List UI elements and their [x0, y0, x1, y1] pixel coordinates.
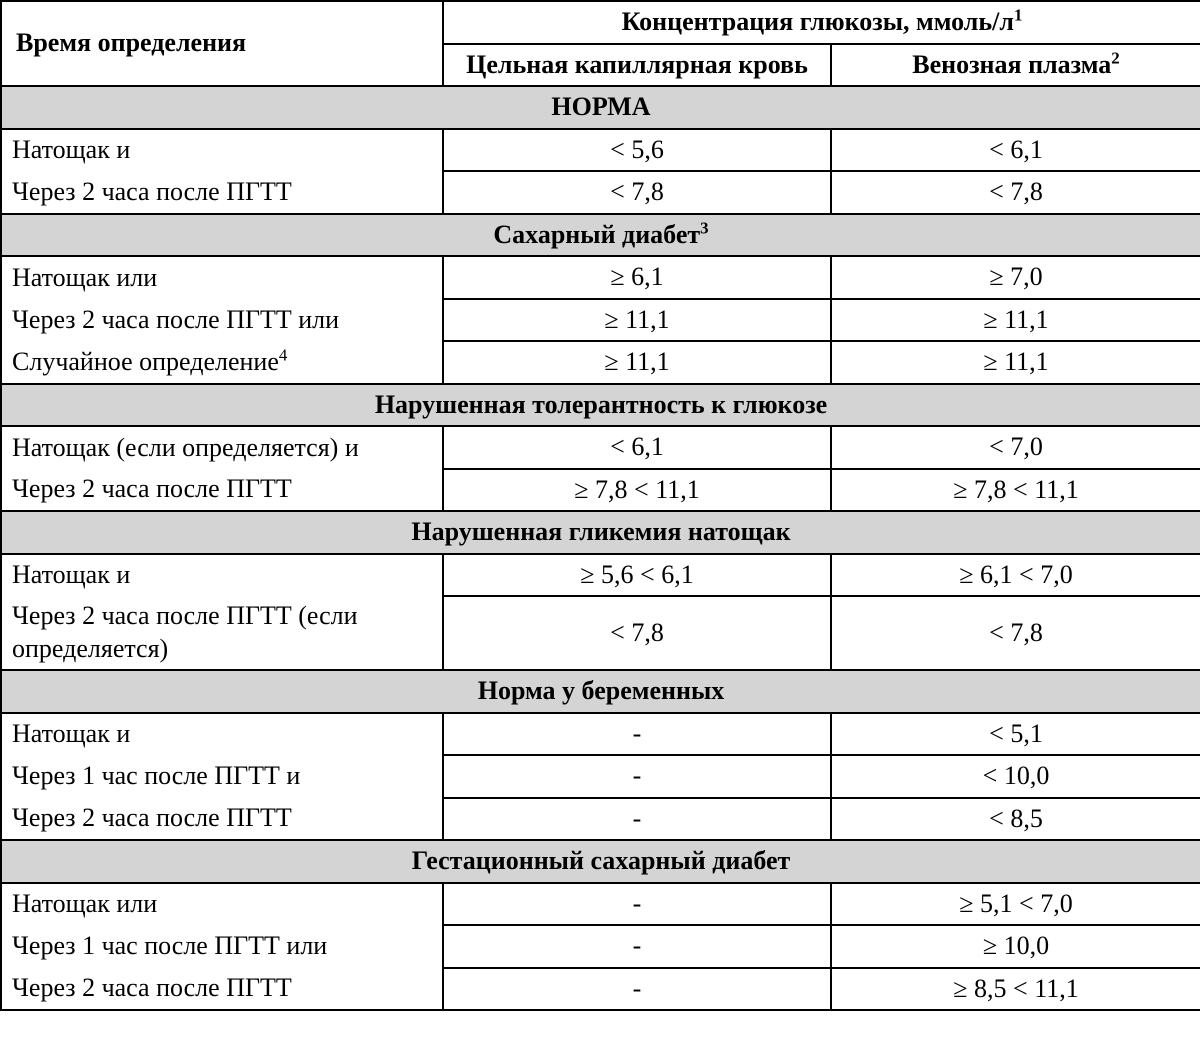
- row-label: Натощак и: [1, 713, 443, 756]
- cell-venous: < 7,8: [831, 596, 1200, 670]
- table-row: Натощак или≥ 6,1≥ 7,0: [1, 256, 1200, 299]
- row-label: Через 2 часа после ПГТТ: [1, 469, 443, 512]
- table-row: Через 2 часа после ПГТТ< 7,8< 7,8: [1, 171, 1200, 214]
- header-venous-text: Венозная плазма: [912, 50, 1111, 79]
- cell-venous: < 7,8: [831, 171, 1200, 214]
- cell-venous: ≥ 5,1 < 7,0: [831, 883, 1200, 926]
- table-row: Через 2 часа после ПГТТ (если определяет…: [1, 596, 1200, 670]
- cell-capillary: ≥ 5,6 < 6,1: [443, 554, 831, 597]
- section-title-sup: 3: [700, 218, 708, 237]
- row-label: Через 2 часа после ПГТТ: [1, 968, 443, 1011]
- cell-capillary: < 7,8: [443, 171, 831, 214]
- section-title: Нарушенная толерантность к глюкозе: [1, 384, 1200, 427]
- row-label-sup: 4: [279, 345, 287, 364]
- table-row: Натощак (если определяется) и< 6,1< 7,0: [1, 426, 1200, 469]
- cell-capillary: -: [443, 755, 831, 798]
- cell-capillary: ≥ 11,1: [443, 299, 831, 342]
- table-row: Через 2 часа после ПГТТ-< 8,5: [1, 798, 1200, 841]
- table-row: Натощак и< 5,6< 6,1: [1, 129, 1200, 172]
- section-title: Сахарный диабет3: [1, 214, 1200, 257]
- row-label: Через 2 часа после ПГТТ (если определяет…: [1, 596, 443, 670]
- cell-capillary: ≥ 6,1: [443, 256, 831, 299]
- header-capillary-text: Цельная капиллярная кровь: [466, 50, 808, 79]
- cell-capillary: ≥ 7,8 < 11,1: [443, 469, 831, 512]
- row-label: Натощак (если определяется) и: [1, 426, 443, 469]
- row-label: Натощак и: [1, 129, 443, 172]
- row-label: Через 1 час после ПГТТ или: [1, 925, 443, 968]
- cell-capillary: -: [443, 968, 831, 1011]
- cell-venous: ≥ 11,1: [831, 341, 1200, 384]
- table-row: Натощак и≥ 5,6 < 6,1≥ 6,1 < 7,0: [1, 554, 1200, 597]
- section-header-row: Сахарный диабет3: [1, 214, 1200, 257]
- cell-venous: < 6,1: [831, 129, 1200, 172]
- table-row: Через 2 часа после ПГТТ≥ 7,8 < 11,1≥ 7,8…: [1, 469, 1200, 512]
- row-label: Случайное определение4: [1, 341, 443, 384]
- section-header-row: Норма у беременных: [1, 670, 1200, 713]
- table-row: Через 2 часа после ПГТТ или≥ 11,1≥ 11,1: [1, 299, 1200, 342]
- row-label: Натощак или: [1, 256, 443, 299]
- section-header-row: Нарушенная гликемия натощак: [1, 511, 1200, 554]
- table-row: Случайное определение4≥ 11,1≥ 11,1: [1, 341, 1200, 384]
- table-body: НОРМАНатощак и< 5,6< 6,1Через 2 часа пос…: [1, 86, 1200, 1010]
- cell-capillary: < 5,6: [443, 129, 831, 172]
- cell-capillary: -: [443, 883, 831, 926]
- row-label: Натощак или: [1, 883, 443, 926]
- header-capillary: Цельная капиллярная кровь: [443, 44, 831, 87]
- section-header-row: Гестационный сахарный диабет: [1, 840, 1200, 883]
- section-header-row: Нарушенная толерантность к глюкозе: [1, 384, 1200, 427]
- row-label: Через 2 часа после ПГТТ: [1, 171, 443, 214]
- cell-capillary: -: [443, 713, 831, 756]
- cell-venous: ≥ 7,0: [831, 256, 1200, 299]
- row-label: Через 1 час после ПГТТ и: [1, 755, 443, 798]
- header-time-text: Время определения: [16, 28, 246, 57]
- section-title: Гестационный сахарный диабет: [1, 840, 1200, 883]
- cell-venous: ≥ 6,1 < 7,0: [831, 554, 1200, 597]
- header-venous-sup: 2: [1111, 48, 1119, 67]
- cell-venous: < 8,5: [831, 798, 1200, 841]
- cell-capillary: < 7,8: [443, 596, 831, 670]
- header-conc: Концентрация глюкозы, ммоль/л1: [443, 1, 1200, 44]
- table-row: Через 1 час после ПГТТ и-< 10,0: [1, 755, 1200, 798]
- row-label: Через 2 часа после ПГТТ или: [1, 299, 443, 342]
- cell-venous: ≥ 11,1: [831, 299, 1200, 342]
- cell-venous: ≥ 7,8 < 11,1: [831, 469, 1200, 512]
- cell-venous: < 5,1: [831, 713, 1200, 756]
- cell-venous: ≥ 10,0: [831, 925, 1200, 968]
- cell-capillary: ≥ 11,1: [443, 341, 831, 384]
- section-title: Нарушенная гликемия натощак: [1, 511, 1200, 554]
- glucose-criteria-table: Время определения Концентрация глюкозы, …: [0, 0, 1200, 1011]
- cell-venous: ≥ 8,5 < 11,1: [831, 968, 1200, 1011]
- cell-venous: < 10,0: [831, 755, 1200, 798]
- header-conc-text: Концентрация глюкозы, ммоль/л: [622, 7, 1014, 36]
- cell-capillary: -: [443, 925, 831, 968]
- cell-capillary: < 6,1: [443, 426, 831, 469]
- section-header-row: НОРМА: [1, 86, 1200, 129]
- table-row: Через 2 часа после ПГТТ-≥ 8,5 < 11,1: [1, 968, 1200, 1011]
- section-title: Норма у беременных: [1, 670, 1200, 713]
- header-conc-sup: 1: [1014, 5, 1022, 24]
- header-venous: Венозная плазма2: [831, 44, 1200, 87]
- table-header-row-1: Время определения Концентрация глюкозы, …: [1, 1, 1200, 44]
- cell-venous: < 7,0: [831, 426, 1200, 469]
- table-row: Натощак и-< 5,1: [1, 713, 1200, 756]
- section-title: НОРМА: [1, 86, 1200, 129]
- cell-capillary: -: [443, 798, 831, 841]
- table-row: Через 1 час после ПГТТ или-≥ 10,0: [1, 925, 1200, 968]
- row-label: Через 2 часа после ПГТТ: [1, 798, 443, 841]
- header-time: Время определения: [1, 1, 443, 86]
- table-row: Натощак или-≥ 5,1 < 7,0: [1, 883, 1200, 926]
- row-label: Натощак и: [1, 554, 443, 597]
